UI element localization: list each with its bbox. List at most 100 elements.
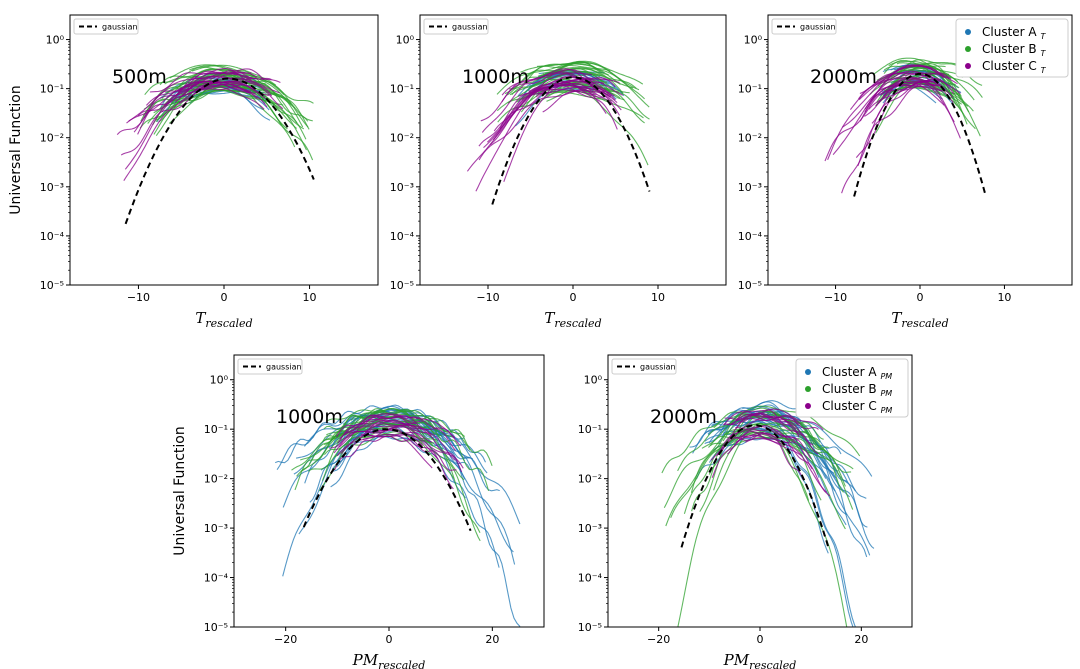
gaussian-legend-box bbox=[423, 18, 489, 35]
cluster-curve bbox=[336, 433, 433, 469]
cluster-curve bbox=[727, 433, 831, 497]
cluster-curve bbox=[723, 408, 824, 431]
legend-marker bbox=[965, 63, 971, 69]
cluster-curve bbox=[340, 434, 439, 460]
cluster-curve bbox=[542, 90, 597, 113]
cluster-curve bbox=[661, 407, 810, 474]
cluster-curve bbox=[480, 72, 594, 122]
y-tick-label: 10⁻³ bbox=[204, 522, 228, 535]
legend-entry: Cluster A PM bbox=[822, 365, 892, 381]
y-tick-label: 10⁻² bbox=[738, 132, 762, 145]
curves bbox=[275, 404, 521, 627]
cluster-curve bbox=[841, 83, 939, 128]
legend-entry-subscript: PM bbox=[881, 406, 893, 415]
legend-entry-subscript: PM bbox=[880, 372, 892, 381]
cluster-curve bbox=[334, 435, 457, 471]
cluster-curve bbox=[333, 426, 464, 469]
x-tick-label: 10 bbox=[303, 291, 317, 304]
cluster-series bbox=[824, 64, 961, 194]
curves bbox=[824, 57, 987, 197]
plot-area bbox=[70, 15, 378, 285]
x-axis-label-subscript: rescaled bbox=[378, 659, 425, 669]
y-tick-label: 10⁻¹ bbox=[738, 83, 762, 96]
cluster-curve bbox=[723, 417, 819, 455]
cluster-curve bbox=[337, 415, 423, 444]
cluster-curve bbox=[180, 71, 252, 90]
y-tick-label: 10⁻¹ bbox=[390, 83, 414, 96]
gaussian-legend-box bbox=[73, 18, 139, 35]
panel-label: 2000m bbox=[810, 66, 877, 88]
cluster-curve bbox=[137, 83, 250, 117]
cluster-curve bbox=[191, 64, 261, 77]
x-axis-label: Trescaled bbox=[544, 309, 601, 330]
x-tick-label: 0 bbox=[570, 291, 577, 304]
y-tick-label: 10⁻¹ bbox=[578, 423, 602, 436]
cluster-curve bbox=[499, 84, 618, 130]
cluster-curve bbox=[539, 61, 644, 85]
gaussian-curve bbox=[680, 424, 830, 548]
cluster-curve bbox=[713, 437, 848, 627]
cluster-curve bbox=[149, 67, 273, 97]
cluster-curve bbox=[857, 85, 944, 167]
x-axis-label: PMrescaled bbox=[352, 651, 426, 669]
cluster-series bbox=[329, 413, 464, 490]
x-tick-label: −10 bbox=[127, 291, 150, 304]
cluster-curve bbox=[711, 428, 791, 479]
cluster-curve bbox=[478, 88, 611, 161]
x-axis-label-subscript: rescaled bbox=[205, 317, 252, 330]
legend-entry: Cluster C T bbox=[982, 59, 1047, 75]
cluster-curve bbox=[126, 76, 238, 124]
cluster-curve bbox=[888, 60, 968, 125]
gaussian-legend-label: gaussian bbox=[640, 363, 676, 372]
cluster-curve bbox=[503, 78, 620, 182]
x-axis-label: PMrescaled bbox=[723, 651, 797, 669]
y-tick-label: 10⁻⁴ bbox=[578, 572, 603, 585]
cluster-legend-box bbox=[795, 358, 909, 418]
cluster-curve bbox=[466, 88, 622, 172]
cluster-curve bbox=[198, 77, 280, 94]
curves bbox=[116, 64, 315, 225]
legend-entry: Cluster B T bbox=[982, 42, 1046, 58]
x-tick-label: 20 bbox=[854, 633, 868, 646]
cluster-curve bbox=[897, 65, 946, 73]
x-axis-label-subscript: rescaled bbox=[749, 659, 796, 669]
legend-entry: Cluster C PM bbox=[822, 399, 892, 415]
gaussian-legend-label: gaussian bbox=[266, 363, 302, 372]
curves bbox=[466, 60, 651, 205]
cluster-curve bbox=[730, 409, 800, 438]
x-axis-label-subscript: rescaled bbox=[901, 317, 948, 330]
y-tick-label: 10⁻³ bbox=[390, 181, 414, 194]
cluster-series bbox=[710, 408, 831, 497]
cluster-curve bbox=[180, 80, 258, 100]
cluster-series bbox=[116, 67, 284, 181]
cluster-curve bbox=[708, 422, 854, 475]
cluster-curve bbox=[663, 422, 799, 508]
legend-entry-subscript: PM bbox=[880, 389, 892, 398]
cluster-curve bbox=[336, 424, 455, 479]
y-tick-label: 10⁻³ bbox=[738, 181, 762, 194]
cluster-curve bbox=[323, 409, 493, 466]
y-tick-label: 10⁻² bbox=[578, 473, 602, 486]
cluster-curve bbox=[704, 401, 802, 445]
cluster-curve bbox=[159, 68, 250, 86]
y-tick-label: 10⁻³ bbox=[40, 181, 64, 194]
panel-top-500m: 10⁰ 10⁻¹ 10⁻² 10⁻³ 10⁻⁴ 10⁻⁵ −10 0 10 Trescaled Un… bbox=[8, 14, 379, 330]
y-tick-label: 10⁻³ bbox=[578, 522, 602, 535]
y-tick-label: 10⁰ bbox=[744, 34, 763, 47]
legend-marker bbox=[805, 403, 811, 409]
panel-label: 1000m bbox=[276, 406, 343, 428]
y-tick-label: 10⁻⁴ bbox=[40, 230, 65, 243]
y-tick-label: 10⁰ bbox=[584, 374, 603, 387]
cluster-curve bbox=[116, 68, 265, 135]
gaussian-legend-box bbox=[611, 358, 677, 375]
cluster-curve bbox=[716, 432, 813, 470]
y-tick-label: 10⁻⁵ bbox=[578, 621, 602, 634]
cluster-curve bbox=[832, 72, 949, 156]
legend-entry: Cluster B PM bbox=[822, 382, 892, 398]
cluster-legend-box bbox=[955, 18, 1069, 78]
cluster-curve bbox=[169, 64, 255, 79]
gaussian-legend-label: gaussian bbox=[102, 23, 138, 32]
cluster-curve bbox=[336, 415, 463, 473]
